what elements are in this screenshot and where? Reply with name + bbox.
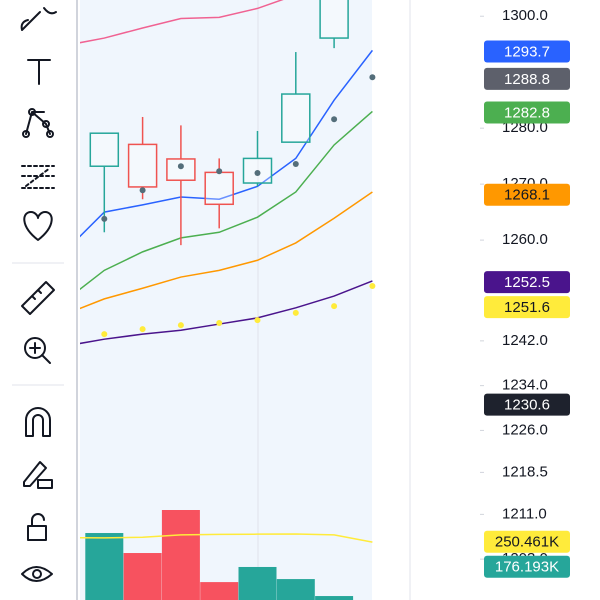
- indicator-line: [80, 49, 373, 238]
- indicator-dot: [369, 283, 376, 290]
- magnet-icon[interactable]: [25, 407, 51, 437]
- price-badge-label: 1252.5: [504, 274, 550, 291]
- price-badge-label: 250.461K: [495, 534, 559, 551]
- favorites-icon[interactable]: [23, 211, 53, 241]
- volume-bar: [85, 533, 124, 600]
- volume-bar: [315, 596, 354, 600]
- price-badge-label: 1251.6: [504, 299, 550, 316]
- candle-body: [281, 93, 311, 143]
- price-axis: 1300.01280.01270.01260.01242.01234.01226…: [480, 7, 570, 578]
- candle-body: [204, 171, 234, 206]
- plot: [80, 0, 376, 600]
- indicator-dot: [292, 309, 299, 316]
- indicator-dot: [101, 331, 108, 338]
- y-tick-label: 1218.5: [502, 463, 548, 480]
- candle-body: [89, 132, 120, 167]
- price-badge: [484, 101, 570, 124]
- indicator-dot: [101, 215, 108, 222]
- ruler-icon[interactable]: [21, 281, 55, 315]
- eye-icon[interactable]: [21, 566, 53, 582]
- price-badge: [484, 40, 570, 63]
- indicator-dot: [292, 160, 299, 167]
- candle-body: [242, 157, 273, 184]
- price-badge: [484, 530, 570, 553]
- volume-bar: [238, 566, 277, 600]
- volume-bar: [123, 553, 162, 600]
- price-badge: [484, 271, 570, 294]
- indicator-line: [80, 110, 373, 291]
- lock-drawings-icon[interactable]: [23, 461, 53, 489]
- y-tick-label: 1234.0: [502, 377, 548, 394]
- y-tick-label: 1226.0: [502, 421, 548, 438]
- volume-ma-line: [80, 533, 373, 543]
- toolbar-bg: [0, 0, 76, 600]
- text-icon[interactable]: [27, 59, 51, 85]
- price-badge: [484, 296, 570, 319]
- y-tick-label: 1242.0: [502, 332, 548, 349]
- indicator-dot: [216, 168, 223, 175]
- price-badge-label: 1288.8: [504, 71, 550, 88]
- volume-bar: [161, 510, 200, 600]
- indicator-line: [80, 191, 373, 310]
- indicator-dot: [331, 303, 338, 310]
- price-badge-label: 1293.7: [504, 43, 550, 60]
- y-tick-label: 1300.0: [502, 7, 548, 24]
- fib-icon[interactable]: [21, 165, 55, 189]
- indicator-dot: [139, 326, 146, 333]
- candle-body: [166, 158, 196, 181]
- pattern-icon[interactable]: [22, 108, 54, 138]
- toolbar: [0, 0, 78, 600]
- indicator-dot: [177, 322, 184, 329]
- price-badge-label: 1282.8: [504, 104, 550, 121]
- unlock-icon[interactable]: [27, 513, 47, 541]
- price-badge-label: 1268.1: [504, 187, 550, 204]
- indicator-dot: [177, 163, 184, 170]
- indicator-dot: [369, 74, 376, 81]
- candle-body: [127, 143, 158, 188]
- indicator-dot: [254, 169, 261, 176]
- indicator-line: [80, 0, 284, 44]
- indicator-dot: [216, 319, 223, 326]
- indicator-dot: [331, 116, 338, 123]
- indicator-dot: [254, 317, 261, 324]
- price-badge-label: 176.193K: [495, 559, 559, 576]
- pane-highlight: [80, 0, 372, 600]
- price-badge: [484, 67, 570, 90]
- y-tick-label: 1260.0: [502, 231, 548, 248]
- y-tick-label: 1211.0: [502, 505, 547, 522]
- candle-body: [319, 0, 349, 39]
- price-badge: [484, 183, 570, 206]
- brush-icon[interactable]: [20, 7, 57, 31]
- zoom-icon[interactable]: [24, 337, 51, 364]
- indicator-dot: [139, 187, 146, 194]
- price-badge: [484, 555, 570, 578]
- volume-bar: [276, 579, 315, 600]
- volume-bar: [200, 582, 239, 600]
- price-badge-label: 1230.6: [504, 397, 550, 414]
- price-badge: [484, 393, 570, 416]
